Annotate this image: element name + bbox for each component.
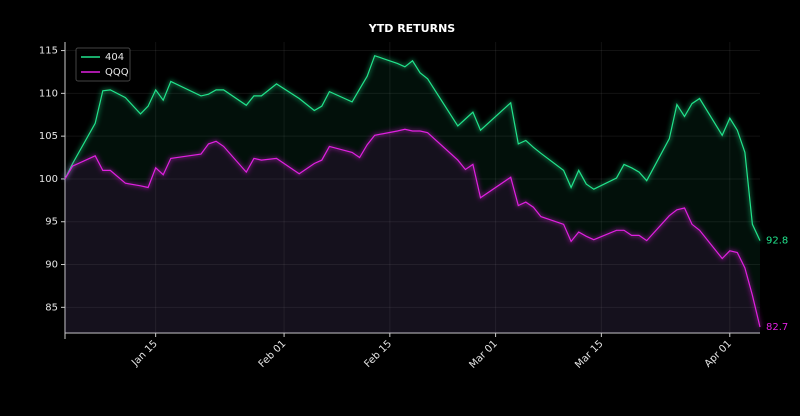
area: [65, 129, 760, 333]
end-value-label: 92.8: [766, 236, 788, 247]
chart-title: YTD RETURNS: [368, 22, 456, 35]
y-tick-label: 100: [39, 174, 58, 185]
line: [64, 128, 761, 328]
line: [64, 54, 761, 241]
y-tick-label: 90: [45, 260, 58, 271]
legend-label: QQQ: [105, 67, 129, 78]
y-tick-label: 110: [39, 88, 58, 99]
y-tick-label: 95: [45, 217, 58, 228]
legend-label: 404: [105, 52, 124, 63]
area: [65, 55, 760, 333]
y-tick-label: 105: [39, 131, 58, 142]
y-tick-label: 115: [39, 46, 58, 57]
y-tick-label: 85: [45, 302, 58, 313]
end-value-label: 82.7: [766, 322, 788, 333]
legend: 404 QQQ: [75, 47, 131, 82]
